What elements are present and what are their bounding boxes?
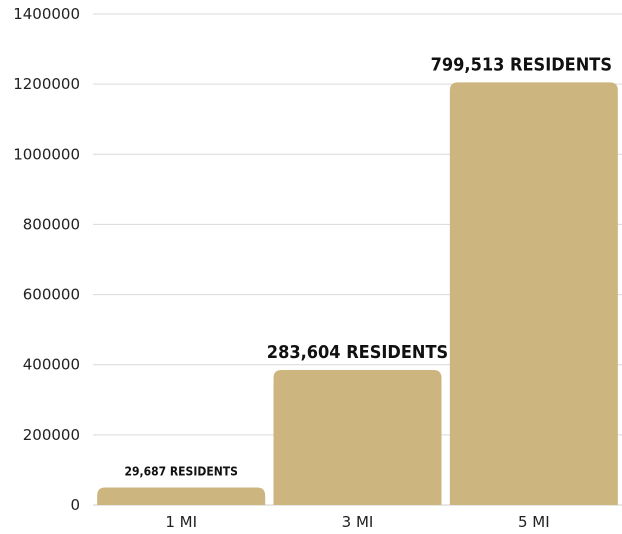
data-label: 29,687 RESIDENTS (124, 464, 237, 478)
y-tick-label: 600000 (23, 286, 80, 304)
y-tick-label: 400000 (23, 356, 80, 374)
gridlines (93, 13, 622, 506)
data-labels: 29,687 RESIDENTS 283,604 RESIDENTS 799,513… (124, 54, 612, 478)
y-tick-label: 200000 (23, 426, 80, 444)
bars (97, 82, 618, 505)
bar (97, 487, 266, 505)
bar (449, 82, 618, 505)
y-tick-label: 1400000 (13, 5, 80, 23)
x-axis-ticks: 1 MI 3 MI 5 MI (165, 513, 549, 531)
x-tick-label: 1 MI (165, 513, 197, 531)
data-label: 799,513 RESIDENTS (431, 54, 612, 75)
x-tick-label: 5 MI (518, 513, 550, 531)
y-tick-label: 0 (70, 496, 80, 514)
y-tick-label: 800000 (23, 215, 80, 233)
y-tick-label: 1200000 (13, 75, 80, 93)
y-tick-label: 1000000 (13, 145, 80, 163)
bar (273, 369, 442, 505)
y-axis-ticks: 0 200000 400000 600000 800000 1000000 1200000 1… (13, 5, 80, 514)
x-tick-label: 3 MI (342, 513, 374, 531)
data-label: 283,604 RESIDENTS (267, 342, 448, 363)
